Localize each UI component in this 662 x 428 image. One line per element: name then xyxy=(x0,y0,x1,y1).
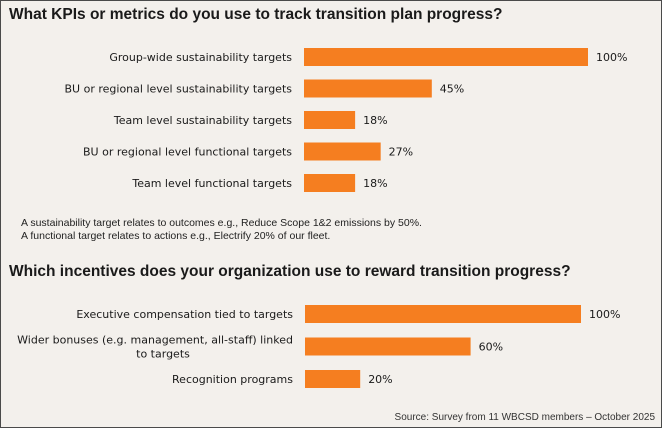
bar-kpi-chart-0 xyxy=(304,48,588,66)
category-label-kpi-chart-4: Team level functional targets xyxy=(131,177,292,190)
functional-target-note: A functional target relates to actions e… xyxy=(21,230,331,242)
bar-inc-chart-1 xyxy=(305,337,471,356)
value-label-kpi-chart-1: 45% xyxy=(440,83,464,96)
value-label-kpi-chart-4: 18% xyxy=(363,177,387,190)
category-label-inc-chart-0: Executive compensation tied to targets xyxy=(76,308,293,321)
category-label-kpi-chart-1: BU or regional level sustainability targ… xyxy=(65,83,293,96)
category-label-kpi-chart-3: BU or regional level functional targets xyxy=(83,146,292,159)
value-label-inc-chart-0: 100% xyxy=(589,308,620,321)
kpi-bar-chart: 100% Group-wide sustainability targets 45%… xyxy=(65,48,627,192)
bar-kpi-chart-3 xyxy=(304,142,381,161)
category-label-inc-chart-2: Recognition programs xyxy=(172,373,293,386)
value-label-kpi-chart-0: 100% xyxy=(596,51,627,64)
category-label-kpi-chart-0: Group-wide sustainability targets xyxy=(109,51,292,64)
kpi-chart-title: What KPIs or metrics do you use to track… xyxy=(9,6,503,23)
category-label-inc-chart-1: Wider bonuses (e.g. management, all-staf… xyxy=(17,334,293,361)
sustainability-target-note: A sustainability target relates to outco… xyxy=(21,217,422,229)
value-label-inc-chart-2: 20% xyxy=(368,373,392,386)
bar-kpi-chart-1 xyxy=(304,79,432,98)
incentives-bar-chart: 100% Executive compensation tied to targe… xyxy=(17,305,620,388)
value-label-inc-chart-1: 60% xyxy=(479,341,503,354)
bar-inc-chart-2 xyxy=(305,370,361,388)
value-label-kpi-chart-2: 18% xyxy=(363,114,387,127)
source-note: Source: Survey from 11 WBCSD members – O… xyxy=(394,412,655,423)
value-label-kpi-chart-3: 27% xyxy=(389,146,413,159)
bar-inc-chart-0 xyxy=(305,305,581,323)
bar-kpi-chart-4 xyxy=(304,174,356,192)
bar-kpi-chart-2 xyxy=(304,111,356,129)
category-label-kpi-chart-2: Team level sustainability targets xyxy=(113,114,292,127)
incentives-chart-title: Which incentives does your organization … xyxy=(9,263,571,280)
